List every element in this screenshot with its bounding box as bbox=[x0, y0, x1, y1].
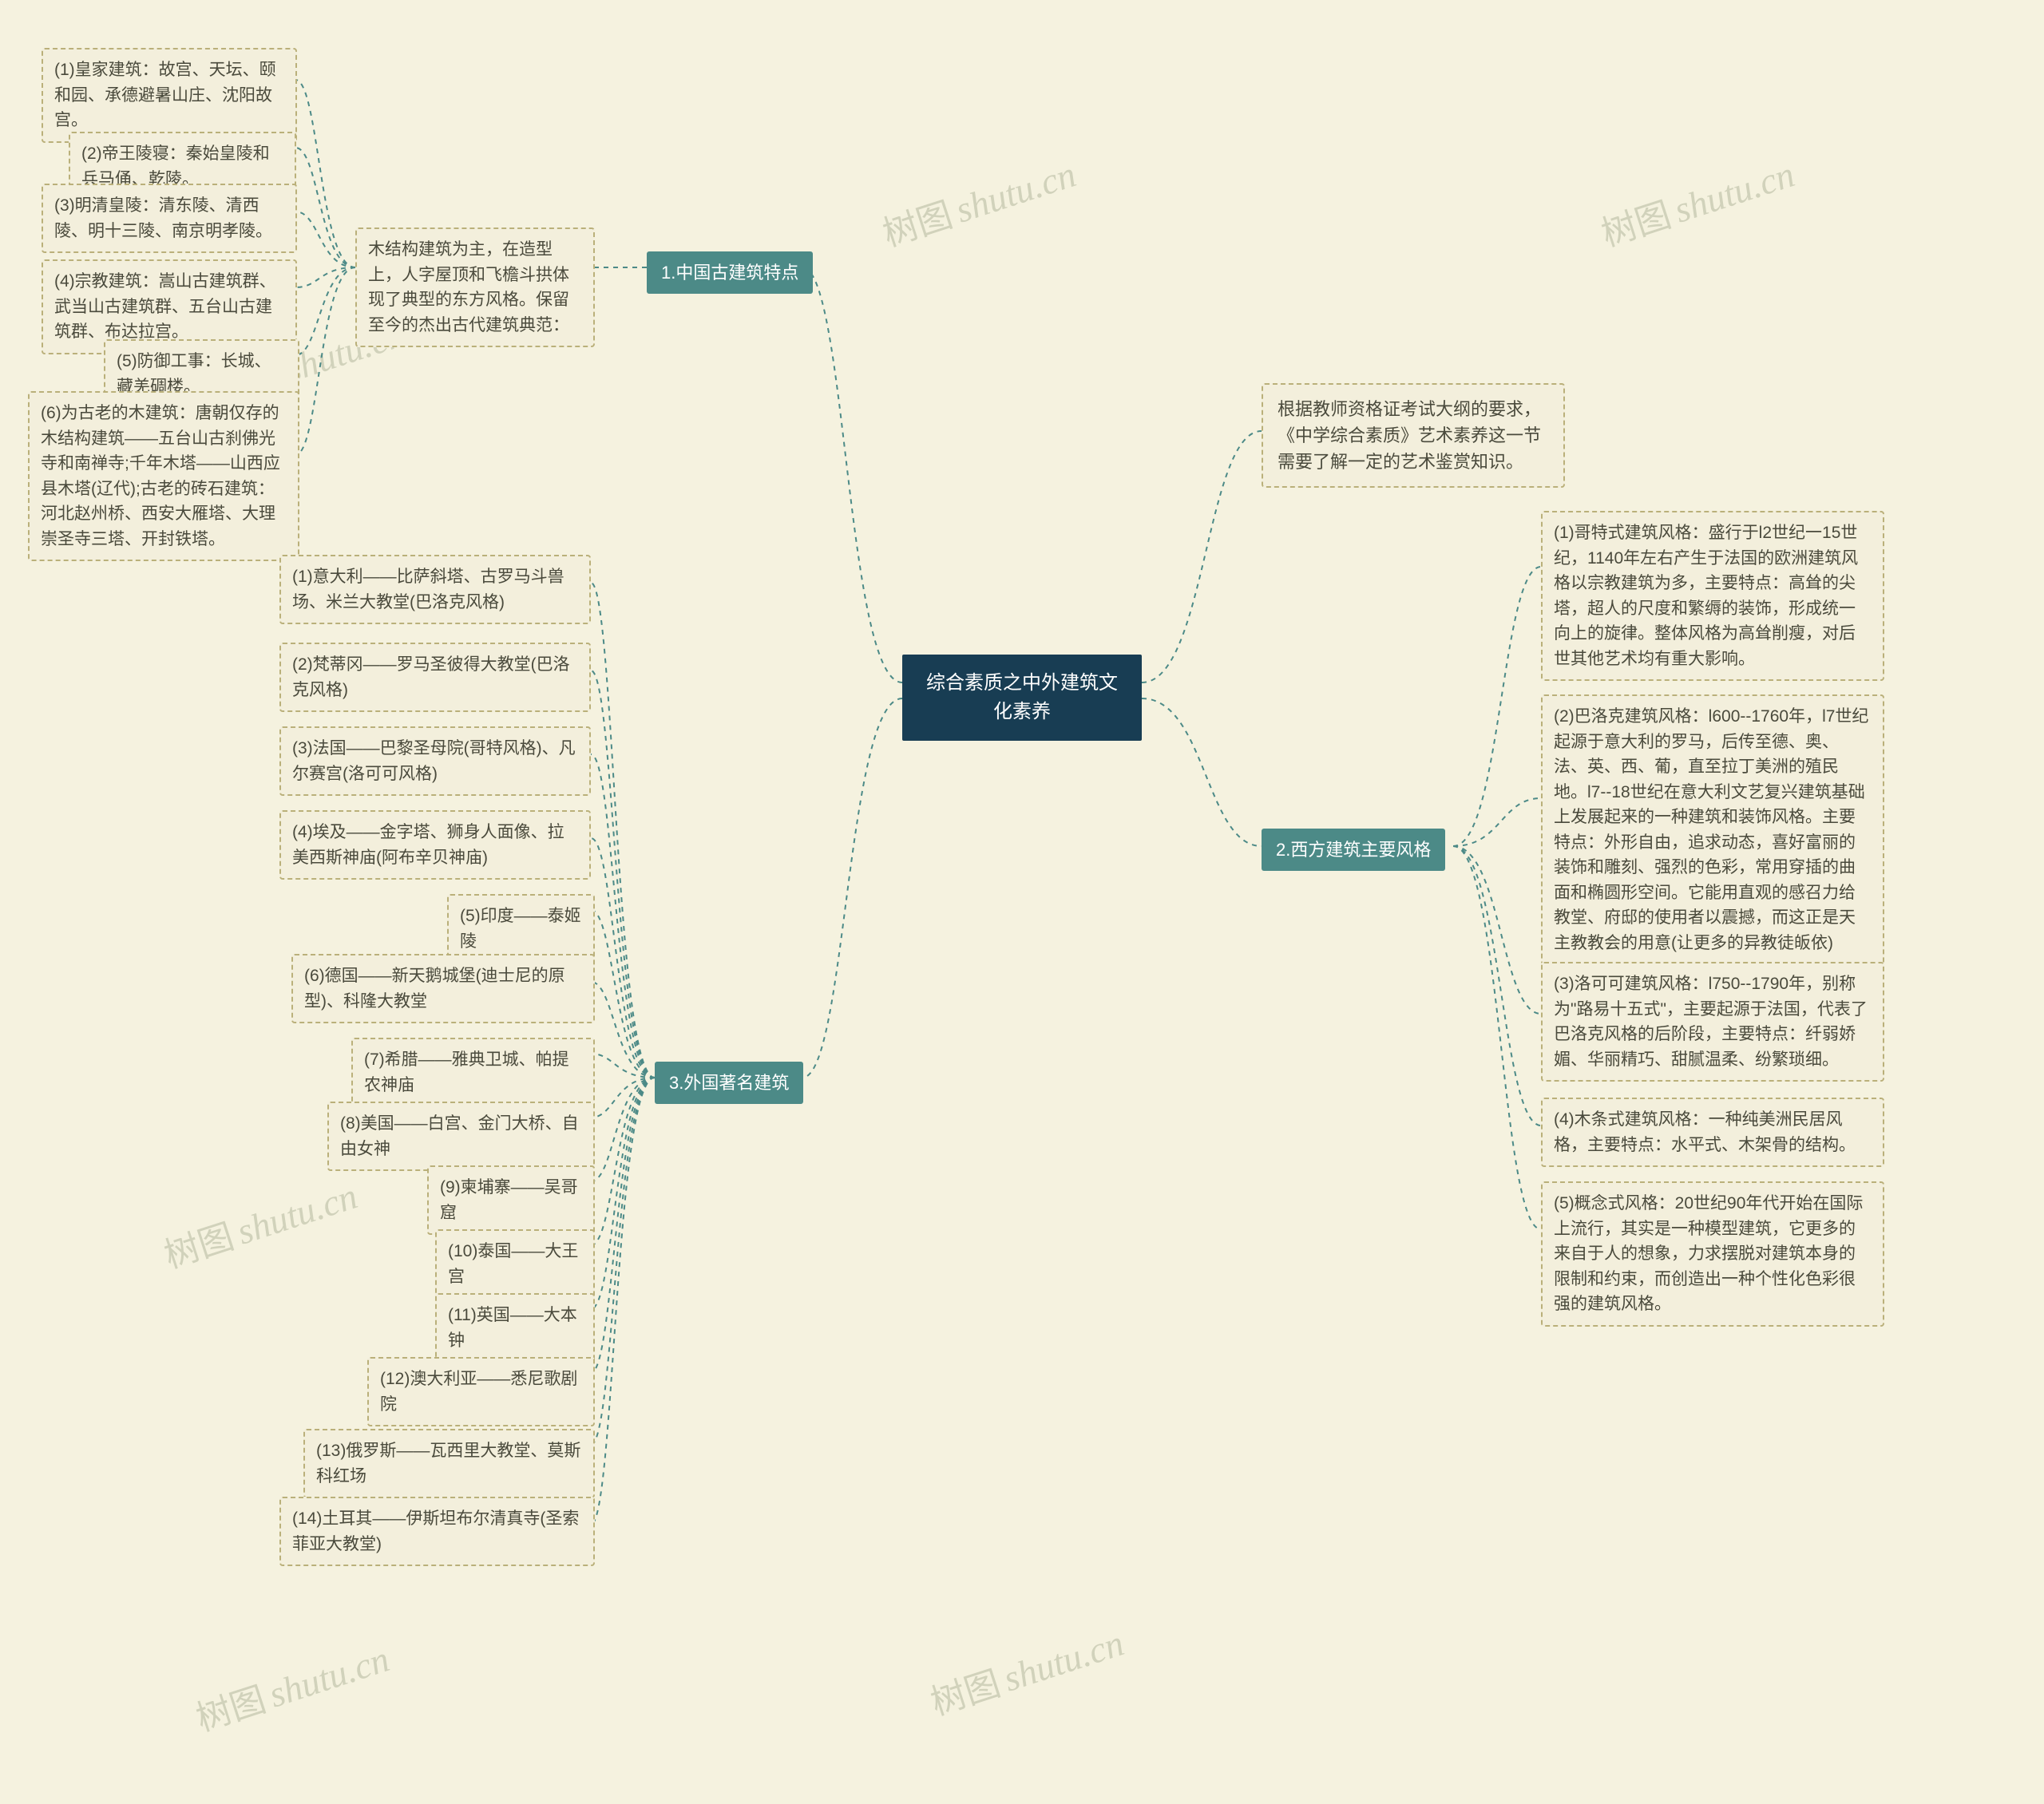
leaf-text: (9)柬埔寨——吴哥窟 bbox=[440, 1178, 578, 1222]
branch-2: 2.西方建筑主要风格 bbox=[1262, 829, 1445, 871]
branch-1-leaf-2: (3)明清皇陵：清东陵、清西陵、明十三陵、南京明孝陵。 bbox=[42, 184, 297, 253]
branch-3-title: 3.外国著名建筑 bbox=[669, 1073, 789, 1093]
watermark: 树图shutu.cn bbox=[923, 1615, 1129, 1725]
leaf-text: (1)皇家建筑：故宫、天坛、颐和园、承德避暑山庄、沈阳故宫。 bbox=[54, 61, 276, 129]
branch-3-leaf-2: (3)法国——巴黎圣母院(哥特风格)、凡尔赛宫(洛可可风格) bbox=[279, 726, 591, 796]
leaf-text: (14)土耳其——伊斯坦布尔清真寺(圣索菲亚大教堂) bbox=[292, 1509, 579, 1553]
branch-3-leaf-8: (9)柬埔寨——吴哥窟 bbox=[427, 1165, 595, 1235]
leaf-text: (5)防御工事：长城、藏羌碉楼。 bbox=[117, 352, 271, 396]
branch-3: 3.外国著名建筑 bbox=[655, 1062, 803, 1104]
leaf-text: (10)泰国——大王宫 bbox=[448, 1242, 578, 1286]
leaf-text: (7)希腊——雅典卫城、帕提农神庙 bbox=[364, 1050, 569, 1094]
watermark: 树图shutu.cn bbox=[188, 1631, 394, 1741]
branch-3-leaf-12: (13)俄罗斯——瓦西里大教堂、莫斯科红场 bbox=[303, 1429, 595, 1498]
watermark: 树图shutu.cn bbox=[156, 1168, 362, 1278]
branch-1-title: 1.中国古建筑特点 bbox=[661, 263, 798, 283]
branch-3-leaf-11: (12)澳大利亚——悉尼歌剧院 bbox=[367, 1357, 595, 1426]
intro-text: 根据教师资格证考试大纲的要求，《中学综合素质》艺术素养这一节需要了解一定的艺术鉴… bbox=[1278, 399, 1541, 472]
leaf-text: (4)木条式建筑风格：一种纯美洲民居风格，主要特点：水平式、木架骨的结构。 bbox=[1554, 1110, 1856, 1154]
root-title: 综合素质之中外建筑文化素养 bbox=[926, 672, 1118, 722]
branch-2-leaf-2: (3)洛可可建筑风格：l750--1790年，别称为"路易十五式"，主要起源于法… bbox=[1541, 962, 1884, 1082]
branch-3-leaf-4: (5)印度——泰姬陵 bbox=[447, 894, 595, 963]
leaf-text: (4)宗教建筑：嵩山古建筑群、武当山古建筑群、五台山古建筑群、布达拉宫。 bbox=[54, 272, 276, 341]
branch-1-leaf-0: (1)皇家建筑：故宫、天坛、颐和园、承德避暑山庄、沈阳故宫。 bbox=[42, 48, 297, 143]
branch-2-title: 2.西方建筑主要风格 bbox=[1276, 840, 1431, 860]
branch-2-leaf-3: (4)木条式建筑风格：一种纯美洲民居风格，主要特点：水平式、木架骨的结构。 bbox=[1541, 1098, 1884, 1167]
leaf-text: (6)为古老的木建筑：唐朝仅存的木结构建筑——五台山古刹佛光寺和南禅寺;千年木塔… bbox=[41, 404, 280, 548]
mindmap-canvas: 树图shutu.cn 树图shutu.cn 树图shutu.cn 树图shutu… bbox=[0, 0, 2044, 1804]
branch-2-leaf-1: (2)巴洛克建筑风格：l600--1760年，l7世纪起源于意大利的罗马，后传至… bbox=[1541, 694, 1884, 965]
branch-3-leaf-1: (2)梵蒂冈——罗马圣彼得大教堂(巴洛克风格) bbox=[279, 643, 591, 712]
leaf-text: (6)德国——新天鹅城堡(迪士尼的原型)、科隆大教堂 bbox=[304, 967, 565, 1011]
leaf-text: (5)概念式风格：20世纪90年代开始在国际上流行，其实是一种模型建筑，它更多的… bbox=[1554, 1194, 1863, 1313]
branch-3-leaf-7: (8)美国——白宫、金门大桥、自由女神 bbox=[327, 1102, 595, 1171]
branch-3-leaf-10: (11)英国——大本钟 bbox=[435, 1293, 595, 1363]
branch-1-leaf-5: (6)为古老的木建筑：唐朝仅存的木结构建筑——五台山古刹佛光寺和南禅寺;千年木塔… bbox=[28, 391, 299, 561]
branch-3-leaf-6: (7)希腊——雅典卫城、帕提农神庙 bbox=[351, 1038, 595, 1107]
branch-3-leaf-3: (4)埃及——金字塔、狮身人面像、拉美西斯神庙(阿布辛贝神庙) bbox=[279, 810, 591, 880]
intro-node: 根据教师资格证考试大纲的要求，《中学综合素质》艺术素养这一节需要了解一定的艺术鉴… bbox=[1262, 383, 1565, 488]
branch-2-leaf-4: (5)概念式风格：20世纪90年代开始在国际上流行，其实是一种模型建筑，它更多的… bbox=[1541, 1181, 1884, 1327]
branch-3-leaf-5: (6)德国——新天鹅城堡(迪士尼的原型)、科隆大教堂 bbox=[291, 954, 595, 1023]
leaf-text: (2)梵蒂冈——罗马圣彼得大教堂(巴洛克风格) bbox=[292, 655, 570, 699]
leaf-text: (13)俄罗斯——瓦西里大教堂、莫斯科红场 bbox=[316, 1442, 580, 1486]
leaf-text: (5)印度——泰姬陵 bbox=[460, 907, 581, 951]
leaf-text: (1)哥特式建筑风格：盛行于l2世纪一15世纪，1140年左右产生于法国的欧洲建… bbox=[1554, 524, 1858, 668]
leaf-text: (3)明清皇陵：清东陵、清西陵、明十三陵、南京明孝陵。 bbox=[54, 196, 272, 240]
leaf-text: (3)洛可可建筑风格：l750--1790年，别称为"路易十五式"，主要起源于法… bbox=[1554, 975, 1868, 1069]
leaf-text: (1)意大利——比萨斜塔、古罗马斗兽场、米兰大教堂(巴洛克风格) bbox=[292, 568, 564, 611]
branch-3-leaf-13: (14)土耳其——伊斯坦布尔清真寺(圣索菲亚大教堂) bbox=[279, 1497, 595, 1566]
leaf-text: (2)帝王陵寝：秦始皇陵和兵马俑、乾陵。 bbox=[81, 144, 270, 188]
watermark: 树图shutu.cn bbox=[1594, 146, 1800, 256]
leaf-text: (8)美国——白宫、金门大桥、自由女神 bbox=[340, 1114, 579, 1158]
root-node: 综合素质之中外建筑文化素养 bbox=[902, 655, 1142, 741]
branch-1-summary-text: 木结构建筑为主，在造型上，人字屋顶和飞檐斗拱体现了典型的东方风格。保留至今的杰出… bbox=[368, 240, 569, 334]
branch-3-leaf-9: (10)泰国——大王宫 bbox=[435, 1229, 595, 1299]
leaf-text: (12)澳大利亚——悉尼歌剧院 bbox=[380, 1370, 577, 1414]
leaf-text: (2)巴洛克建筑风格：l600--1760年，l7世纪起源于意大利的罗马，后传至… bbox=[1554, 707, 1868, 952]
leaf-text: (4)埃及——金字塔、狮身人面像、拉美西斯神庙(阿布辛贝神庙) bbox=[292, 823, 564, 867]
watermark: 树图shutu.cn bbox=[875, 146, 1081, 256]
leaf-text: (3)法国——巴黎圣母院(哥特风格)、凡尔赛宫(洛可可风格) bbox=[292, 739, 576, 783]
branch-1-summary: 木结构建筑为主，在造型上，人字屋顶和飞檐斗拱体现了典型的东方风格。保留至今的杰出… bbox=[355, 227, 595, 347]
branch-1: 1.中国古建筑特点 bbox=[647, 251, 813, 294]
branch-3-leaf-0: (1)意大利——比萨斜塔、古罗马斗兽场、米兰大教堂(巴洛克风格) bbox=[279, 555, 591, 624]
leaf-text: (11)英国——大本钟 bbox=[448, 1306, 577, 1350]
branch-2-leaf-0: (1)哥特式建筑风格：盛行于l2世纪一15世纪，1140年左右产生于法国的欧洲建… bbox=[1541, 511, 1884, 681]
